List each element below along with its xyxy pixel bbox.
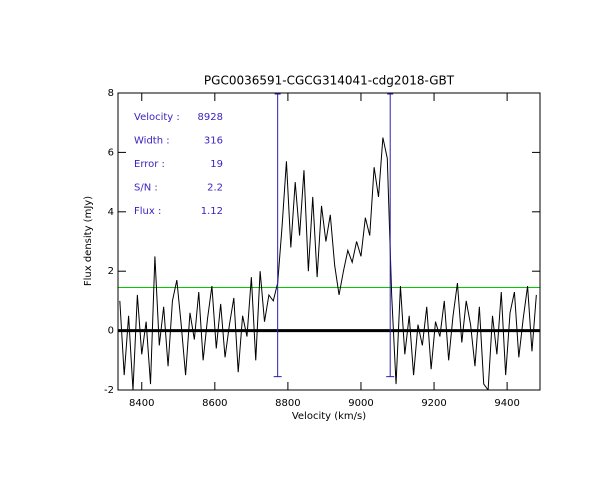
annotation-label: Velocity :	[134, 112, 180, 123]
annotation-label: Width :	[134, 136, 170, 147]
y-tick-label: -2	[104, 385, 114, 396]
y-tick-label: 2	[108, 266, 114, 277]
x-tick-label: 8600	[202, 398, 227, 409]
annotation-value: 1.12	[201, 206, 223, 217]
y-tick-label: 8	[108, 88, 114, 99]
y-tick-label: 6	[108, 147, 114, 158]
x-tick-label: 8800	[275, 398, 300, 409]
annotation-value: 2.2	[207, 183, 223, 194]
annotation-label: Flux :	[134, 206, 161, 217]
annotation-label: Error :	[134, 159, 165, 170]
y-tick-label: 0	[108, 326, 114, 337]
x-tick-label: 9200	[421, 398, 446, 409]
x-axis-label: Velocity (km/s)	[292, 411, 366, 422]
annotation-value: 19	[210, 159, 223, 170]
chart-title: PGC0036591-CGCG314041-cdg2018-GBT	[204, 74, 455, 88]
annotation-value: 8928	[198, 112, 223, 123]
annotation-label: S/N :	[134, 183, 158, 194]
x-tick-label: 9000	[348, 398, 373, 409]
spectrum-line	[119, 137, 537, 390]
x-tick-label: 9400	[494, 398, 519, 409]
x-tick-label: 8400	[129, 398, 154, 409]
plot-frame	[117, 92, 541, 391]
y-axis-label: Flux density (mJy)	[83, 196, 94, 286]
annotation-value: 316	[204, 136, 223, 147]
y-tick-label: 4	[108, 207, 114, 218]
